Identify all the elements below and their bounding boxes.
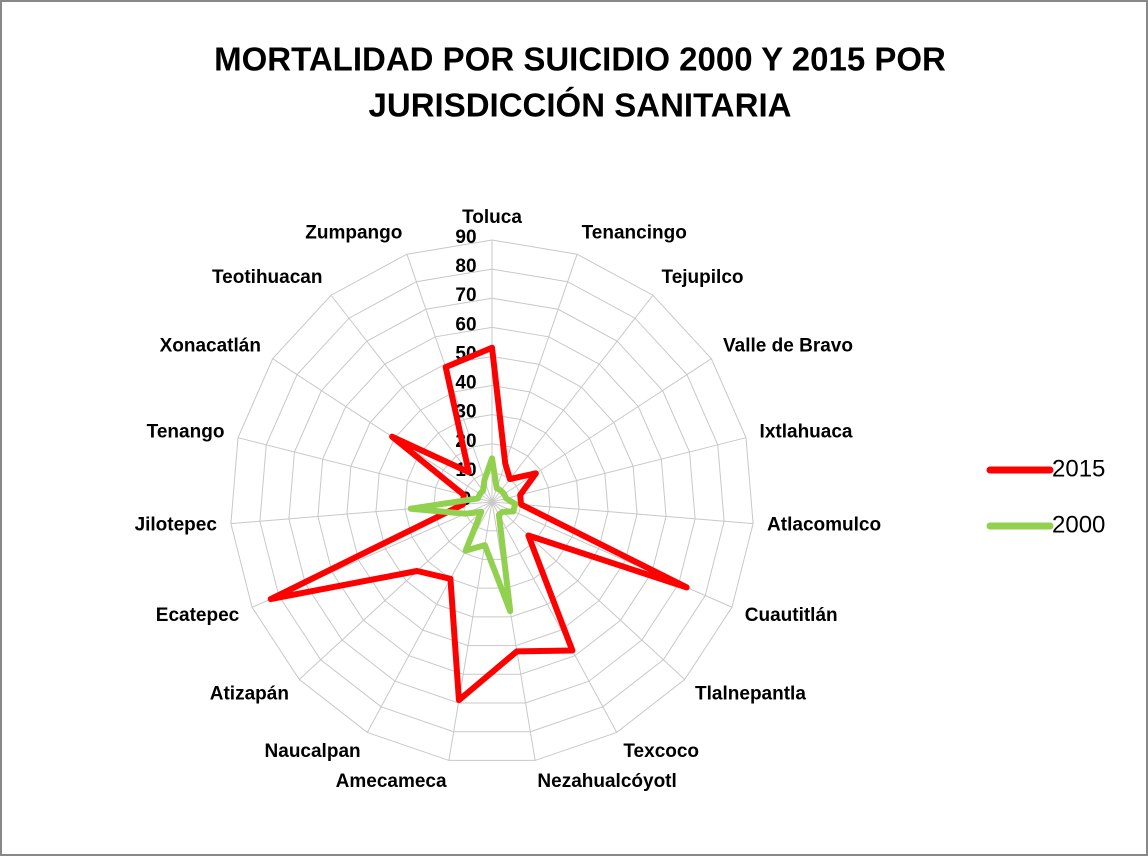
grid-ring [288, 297, 696, 704]
category-label: Toluca [462, 207, 522, 228]
category-label: Naucalpan [265, 741, 361, 762]
category-label: Jilotepec [135, 514, 218, 535]
legend-label: 2015 [1052, 455, 1105, 482]
series-line [407, 455, 519, 615]
spoke [491, 501, 686, 680]
spoke [491, 501, 754, 525]
y-tick-label: 80 [455, 256, 476, 277]
grid-ring [230, 239, 754, 761]
category-label: Zumpango [305, 222, 402, 243]
series-line [267, 344, 690, 704]
category-label: Nezahualcóyotl [537, 771, 676, 792]
y-tick-label: 70 [455, 285, 476, 306]
category-label: Xonacatlán [160, 336, 261, 357]
spoke [491, 437, 747, 503]
grid-ring [375, 385, 609, 618]
category-label: Tejupilco [662, 267, 744, 288]
spoke [491, 501, 536, 761]
spoke [491, 501, 733, 608]
y-tick-label: 90 [455, 227, 476, 248]
grid-ring [346, 355, 638, 647]
category-label: Teotihuacan [212, 267, 323, 288]
chart-title: MORTALIDAD POR SUICIDIO 2000 Y 2015 POR [214, 41, 946, 78]
chart-title: JURISDICCIÓN SANITARIA [369, 87, 792, 124]
y-tick-label: 30 [455, 402, 476, 423]
y-tick-label: 40 [455, 373, 476, 394]
category-label: Tlalnepantla [695, 683, 806, 704]
category-label: Cuautitlán [745, 605, 838, 626]
category-label: Valle de Bravo [723, 336, 853, 357]
category-label: Texcoco [623, 741, 699, 762]
category-label: Ixtlahuaca [760, 421, 853, 442]
y-tick-label: 60 [455, 314, 476, 335]
category-label: Tenango [147, 421, 225, 442]
spoke [298, 501, 493, 680]
spoke [272, 358, 493, 503]
spoke [491, 294, 654, 503]
grid-ring [462, 472, 522, 532]
legend-label: 2000 [1052, 511, 1105, 538]
category-label: Atizapán [210, 683, 289, 704]
spoke [491, 501, 618, 733]
spoke [491, 358, 712, 503]
category-label: Amecameca [336, 771, 447, 792]
spoke [237, 437, 493, 503]
grid-ring [259, 268, 725, 733]
category-label: Atlacomulco [767, 514, 881, 535]
category-label: Tenancingo [582, 222, 687, 243]
category-label: Ecatepec [156, 605, 240, 626]
